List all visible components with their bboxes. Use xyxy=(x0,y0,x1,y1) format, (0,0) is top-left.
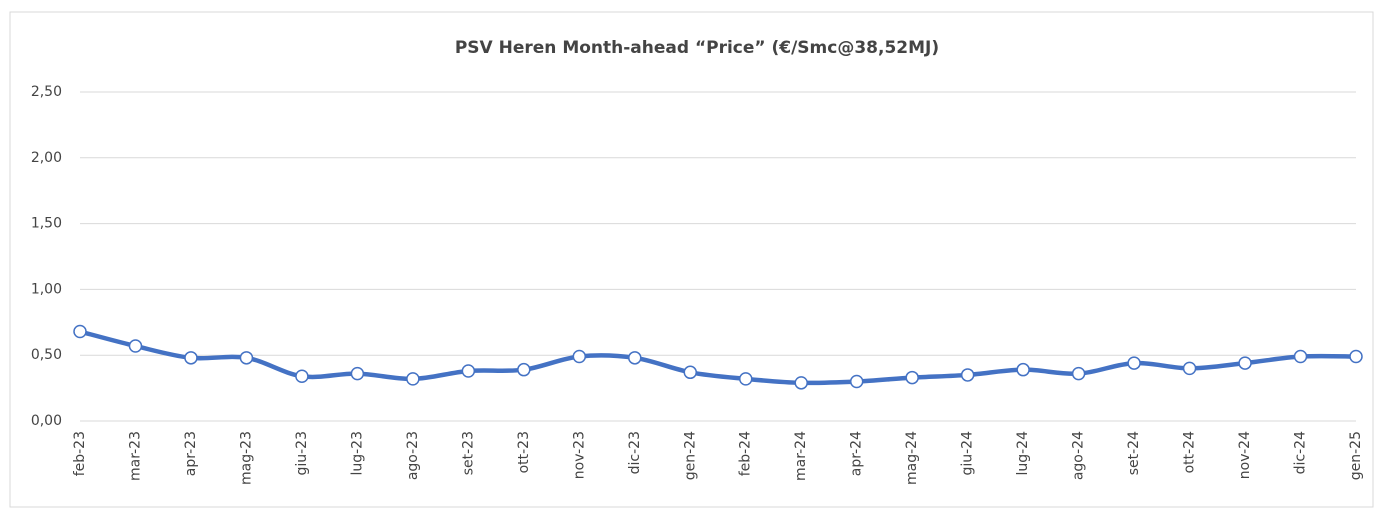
point-marker xyxy=(794,376,808,390)
x-tick-label: set-24 xyxy=(1126,431,1142,475)
x-tick-label: ago-23 xyxy=(405,431,421,480)
x-tick-label: ott-23 xyxy=(516,431,532,473)
point-marker xyxy=(905,370,919,385)
point-marker xyxy=(239,351,254,365)
point-marker xyxy=(73,324,87,339)
point-marker xyxy=(350,366,365,381)
point-marker xyxy=(1238,356,1252,370)
x-tick-label: apr-23 xyxy=(183,431,199,476)
x-tick-label: giu-24 xyxy=(960,431,976,476)
point-marker xyxy=(406,372,420,386)
point-marker xyxy=(517,362,531,377)
x-tick-label: set-23 xyxy=(460,431,476,475)
point-marker xyxy=(1182,361,1197,376)
point-marker xyxy=(683,365,698,380)
x-tick-label: nov-24 xyxy=(1237,431,1253,479)
point-marker xyxy=(461,364,476,378)
y-tick-label: 1,50 xyxy=(31,216,62,232)
x-tick-label: giu-23 xyxy=(294,431,310,476)
y-tick-label: 1,00 xyxy=(31,281,62,297)
x-tick-label: apr-24 xyxy=(849,431,865,476)
point-marker xyxy=(295,369,309,384)
x-tick-label: mag-23 xyxy=(238,431,254,485)
point-marker xyxy=(628,351,642,365)
point-marker xyxy=(572,349,587,364)
point-marker xyxy=(1071,366,1086,381)
chart-title: PSV Heren Month-ahead “Price” (€/Smc@38,… xyxy=(455,38,939,58)
x-tick-label: ott-24 xyxy=(1182,431,1198,474)
x-tick-label: mar-24 xyxy=(793,431,809,481)
y-tick-label: 2,00 xyxy=(31,150,62,166)
x-tick-label: gen-24 xyxy=(682,431,698,480)
point-marker xyxy=(1016,362,1030,377)
point-marker xyxy=(849,374,864,389)
x-tick-label: gen-25 xyxy=(1348,431,1364,480)
y-tick-label: 0,50 xyxy=(31,347,62,363)
chart-frame xyxy=(9,11,1374,508)
point-marker xyxy=(128,339,143,353)
point-marker xyxy=(184,351,198,365)
point-marker xyxy=(1293,349,1308,364)
x-tick-label: dic-23 xyxy=(627,431,643,474)
y-tick-label: 0,00 xyxy=(31,413,62,429)
point-marker xyxy=(1127,356,1141,370)
x-tick-label: dic-24 xyxy=(1293,431,1309,474)
x-tick-label: ago-24 xyxy=(1071,431,1087,480)
point-marker xyxy=(738,372,753,386)
x-tick-label: feb-23 xyxy=(72,431,88,476)
y-tick-label: 2,50 xyxy=(31,84,62,100)
x-tick-label: mar-23 xyxy=(127,431,143,481)
point-marker xyxy=(960,368,975,382)
x-tick-label: feb-24 xyxy=(738,431,754,476)
x-tick-label: lug-24 xyxy=(1015,431,1031,476)
point-marker xyxy=(1349,349,1363,364)
x-tick-label: lug-23 xyxy=(349,431,365,476)
x-tick-label: mag-24 xyxy=(904,431,920,485)
x-tick-label: nov-23 xyxy=(571,431,587,479)
